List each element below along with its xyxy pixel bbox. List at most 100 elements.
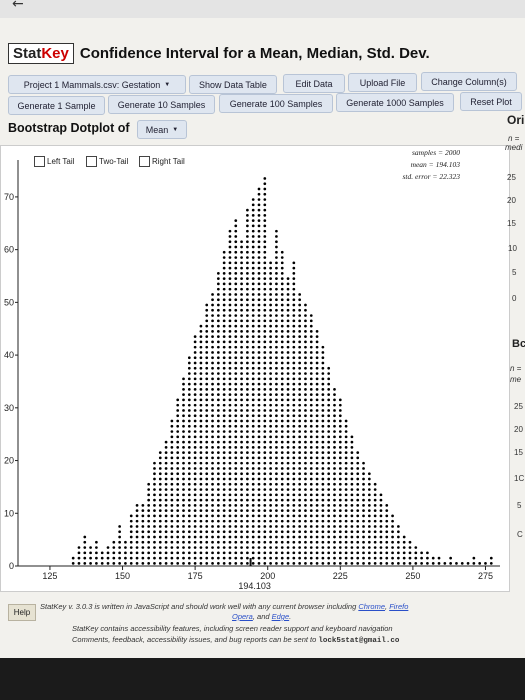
change-columns-button[interactable]: Change Column(s) xyxy=(421,72,517,91)
chevron-down-icon: ▼ xyxy=(172,126,179,133)
reset-plot-button[interactable]: Reset Plot xyxy=(460,92,522,111)
dot xyxy=(246,308,249,312)
dot xyxy=(228,330,232,333)
dot xyxy=(257,198,261,201)
dot xyxy=(216,461,220,465)
dot xyxy=(158,556,162,560)
dot xyxy=(356,546,360,549)
dot xyxy=(228,488,232,491)
dot xyxy=(251,424,255,428)
dot xyxy=(286,388,290,391)
two-tail-checkbox[interactable]: Two-Tail xyxy=(86,155,128,167)
dot xyxy=(199,330,203,333)
edge-link[interactable]: Edge xyxy=(271,612,290,621)
dot xyxy=(257,514,261,518)
dot xyxy=(286,424,290,428)
dot xyxy=(176,562,180,565)
dot xyxy=(228,409,232,412)
dot xyxy=(373,535,377,539)
dot xyxy=(373,519,377,523)
dot xyxy=(263,282,267,286)
dot xyxy=(187,361,191,365)
firefox-link[interactable]: Firefo xyxy=(389,602,409,611)
dot xyxy=(263,414,267,418)
generate-100-samples-button[interactable]: Generate 100 Samples xyxy=(219,94,333,113)
dot xyxy=(193,435,197,439)
generate-1000-samples-button[interactable]: Generate 1000 Samples xyxy=(336,93,454,112)
dot xyxy=(408,562,412,565)
dot xyxy=(280,446,284,449)
dot xyxy=(182,403,185,407)
generate-1-sample-button[interactable]: Generate 1 Sample xyxy=(8,96,105,115)
dot xyxy=(338,398,342,402)
dot xyxy=(356,525,360,528)
dot xyxy=(263,430,267,433)
dot xyxy=(344,430,348,433)
dot xyxy=(234,419,238,423)
dot xyxy=(234,509,238,512)
show-data-table-button[interactable]: Show Data Table xyxy=(189,75,277,94)
upload-file-button[interactable]: Upload File xyxy=(348,73,417,92)
email-link[interactable]: lock5stat@gmail.co xyxy=(318,637,400,645)
dot xyxy=(309,319,313,323)
checkbox-icon xyxy=(86,155,97,167)
dot xyxy=(83,562,87,565)
dot xyxy=(350,546,354,549)
dot xyxy=(315,340,319,344)
dot xyxy=(286,335,290,338)
dot xyxy=(246,446,249,449)
dot xyxy=(292,498,296,502)
dot xyxy=(257,298,261,302)
dot xyxy=(391,514,394,518)
dot xyxy=(193,356,197,360)
dot xyxy=(286,356,290,360)
dot xyxy=(211,393,214,396)
dot xyxy=(228,535,232,539)
dot xyxy=(373,498,377,502)
arrow-left-icon[interactable]: ← xyxy=(12,0,24,12)
dataset-select[interactable]: Project 1 Mammals.csv: Gestation ▼ xyxy=(8,75,186,94)
dot xyxy=(484,562,487,565)
dot xyxy=(280,504,284,507)
dot xyxy=(298,477,302,481)
generate-10-samples-button[interactable]: Generate 10 Samples xyxy=(108,95,215,114)
dot xyxy=(164,451,168,454)
dot xyxy=(240,351,243,354)
dot xyxy=(292,456,296,460)
dot xyxy=(158,477,162,481)
dot xyxy=(327,540,331,544)
dot xyxy=(199,472,203,476)
opera-link[interactable]: Opera xyxy=(232,612,253,621)
dot xyxy=(275,424,278,428)
dot xyxy=(234,293,238,296)
dot xyxy=(199,488,203,491)
left-tail-checkbox[interactable]: Left Tail xyxy=(34,155,74,167)
dot xyxy=(304,488,307,491)
dot xyxy=(292,372,296,375)
dot xyxy=(350,451,354,454)
dot xyxy=(362,556,365,560)
dot xyxy=(182,472,185,476)
dot xyxy=(112,551,116,555)
help-button[interactable]: Help xyxy=(8,604,36,621)
dot xyxy=(269,498,272,502)
dot xyxy=(211,514,214,518)
dot xyxy=(280,261,284,265)
dot xyxy=(350,456,354,460)
bootstrap-sample-title: Bc xyxy=(512,338,525,350)
dot xyxy=(251,393,255,396)
dot xyxy=(251,514,255,518)
dot xyxy=(176,403,180,407)
statistic-select[interactable]: Mean ▼ xyxy=(137,120,187,139)
edit-data-button[interactable]: Edit Data xyxy=(283,74,345,93)
dot xyxy=(251,430,255,433)
y-tick-label: 40 xyxy=(4,350,14,360)
dot xyxy=(292,330,296,333)
dot xyxy=(321,493,325,497)
dot xyxy=(246,551,249,555)
right-tail-checkbox[interactable]: Right Tail xyxy=(139,155,185,167)
chrome-link[interactable]: Chrome xyxy=(358,602,386,611)
dot xyxy=(304,345,307,349)
dot xyxy=(304,456,307,460)
dot xyxy=(176,477,180,481)
